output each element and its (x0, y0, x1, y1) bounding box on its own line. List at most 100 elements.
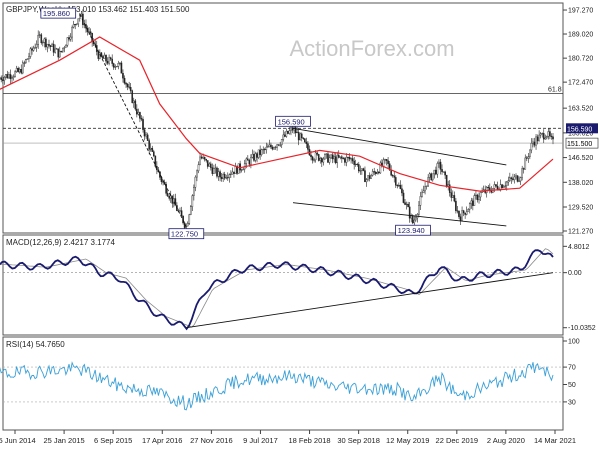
candle-body (60, 50, 63, 52)
candle-body (182, 215, 184, 224)
candle-body (536, 136, 539, 142)
candle-body (525, 157, 528, 159)
candle-body (425, 185, 428, 187)
candle-body (143, 129, 146, 137)
candle-body (356, 163, 359, 165)
candle-body (169, 195, 172, 199)
candle-body (296, 131, 298, 134)
candle-body (387, 160, 389, 164)
candle-body (415, 217, 417, 221)
candle-body (485, 186, 488, 193)
candle-body (431, 173, 434, 181)
candle-body (196, 170, 198, 178)
candle-body (85, 24, 87, 29)
candle-body (174, 198, 177, 206)
price-annotation-label: 195.860 (43, 9, 70, 18)
candle-body (441, 169, 443, 172)
candle-body (186, 223, 189, 227)
candle-body (502, 186, 505, 189)
candle-body (516, 175, 519, 182)
candle-body (14, 71, 16, 77)
candle-body (55, 48, 58, 50)
candle-body (479, 192, 482, 198)
candle-body (311, 156, 314, 161)
resistance-price-tag (566, 123, 598, 134)
candle-body (396, 184, 399, 187)
candle-body (297, 131, 300, 141)
candle-body (316, 152, 318, 155)
candle-body (148, 140, 150, 150)
x-tick-label: 30 Sep 2018 (337, 436, 380, 445)
candle-body (166, 193, 169, 197)
candle-body (54, 48, 56, 53)
candle-body (268, 144, 271, 147)
candle-body (357, 164, 360, 172)
candle-body (544, 137, 547, 140)
candle-body (347, 156, 349, 158)
candle-body (504, 185, 507, 187)
candle-body (481, 191, 483, 193)
candle-body (413, 219, 416, 224)
candle-body (279, 144, 281, 146)
candle-body (213, 168, 215, 174)
candle-body (66, 37, 69, 46)
candle-body (248, 160, 251, 165)
x-tick-label: 14 Mar 2021 (534, 436, 576, 445)
candle-body (394, 177, 397, 186)
candle-body (23, 62, 26, 64)
candle-body (424, 186, 426, 192)
rsi-pane-frame (2, 336, 564, 431)
x-tick-label: 6 Sep 2015 (94, 436, 132, 445)
candle-body (439, 161, 442, 170)
candle-body (337, 154, 340, 158)
candle-body (448, 184, 451, 193)
candle-body (401, 188, 403, 194)
candle-body (225, 177, 228, 179)
candle-body (330, 154, 332, 159)
candle-body (103, 54, 106, 59)
candle-body (398, 184, 400, 187)
candle-body (72, 24, 75, 28)
candle-body (48, 44, 50, 46)
price-y-tick-label: 155.020 (568, 130, 593, 137)
candle-body (300, 133, 303, 139)
candle-body (129, 87, 132, 91)
macd-pane-frame (2, 234, 564, 336)
candle-body (391, 174, 394, 177)
candle-body (28, 56, 30, 60)
candle-body (321, 157, 323, 163)
candle-body (354, 163, 357, 165)
candle-body (8, 74, 10, 79)
price-y-tick-label: 172.470 (568, 80, 593, 87)
candle-body (63, 47, 66, 49)
candle-body (49, 45, 52, 47)
candle-body (509, 177, 511, 181)
candle-body (325, 153, 328, 155)
candle-body (137, 112, 140, 115)
price-annotation-label: 156.590 (278, 117, 305, 126)
candle-body (350, 158, 352, 160)
candle-body (203, 156, 206, 160)
candle-body (351, 158, 354, 162)
candle-body (450, 192, 453, 198)
candle-body (344, 158, 346, 163)
candle-body (530, 143, 533, 151)
candle-body (69, 36, 72, 40)
candle-body (546, 136, 548, 139)
macd-y-tick-label: 0.00 (568, 270, 582, 277)
candle-body (263, 149, 266, 151)
channel-trendline (292, 202, 507, 227)
current-price-tag (565, 137, 599, 149)
candle-body (310, 154, 312, 158)
candle-body (125, 82, 127, 85)
price-annotation-label: 122.750 (171, 230, 198, 239)
fib-level-label: 61.8 (548, 86, 562, 93)
candle-body (367, 175, 369, 180)
candle-body (216, 167, 218, 177)
candle-body (31, 48, 33, 51)
x-tick-label: 9 Jul 2017 (243, 436, 278, 445)
candle-body (467, 208, 470, 212)
price-pane-title: GBPJPY,Weekly 153.010 153.462 151.403 15… (6, 5, 190, 14)
candle-body (112, 63, 115, 68)
candle-body (547, 131, 550, 137)
